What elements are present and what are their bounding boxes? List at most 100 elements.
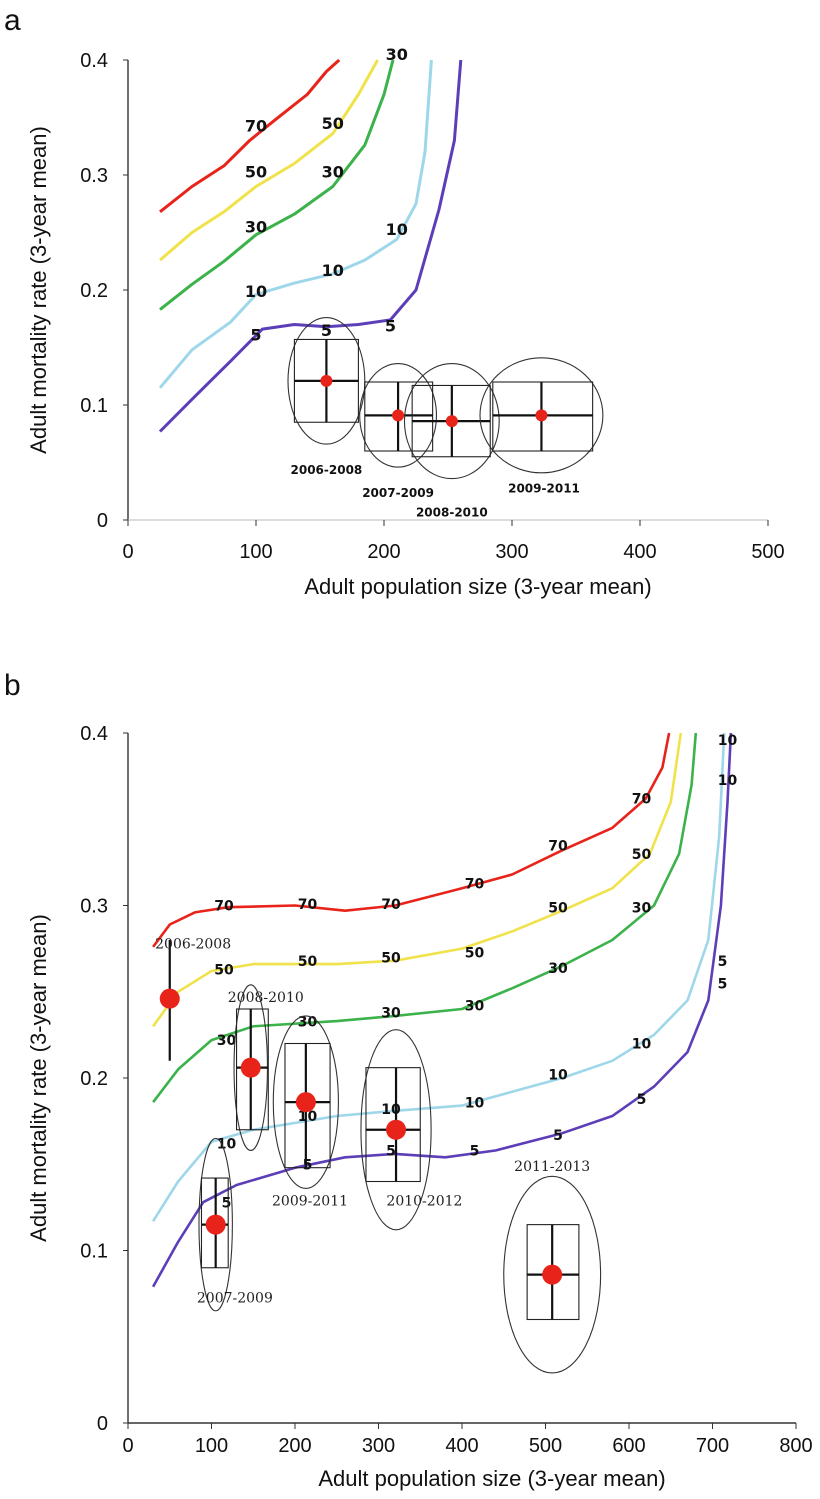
contour-label: 70	[632, 792, 652, 808]
y-tick-label: 0.2	[80, 280, 108, 302]
contour-label: 10	[632, 1037, 652, 1053]
contour-line-50	[159, 59, 379, 262]
contour-label: 70	[381, 897, 401, 913]
estimate-ellipse	[479, 357, 604, 474]
contour-label: 30	[632, 900, 652, 916]
estimate-period-label: 2010-2012	[386, 1194, 462, 1210]
contour-label: 10	[718, 733, 738, 749]
y-axis-title: Adult mortality rate (3-year mean)	[26, 126, 51, 454]
x-tick-label: 400	[623, 541, 656, 563]
contour-label: 50	[381, 950, 401, 966]
estimate-period-label: 2009-2011	[272, 1194, 348, 1210]
contour-label: 50	[214, 963, 234, 979]
contour-label: 30	[217, 1033, 237, 1049]
x-axis-title: Adult population size (3-year mean)	[318, 1466, 665, 1491]
contour-label: 30	[298, 1014, 318, 1030]
panel-b-chart: 0 100 200 300 400 500 600 700 800 0 0.1 0.2 0.3 0.4 Ad…	[26, 723, 813, 1491]
contour-label: 70	[298, 897, 318, 913]
contour-label: 5	[718, 976, 728, 992]
estimate-ellipse	[272, 1015, 339, 1189]
x-tick-label: 100	[195, 1435, 228, 1457]
y-tick-label: 0	[97, 1413, 108, 1435]
contour-line-70	[159, 58, 341, 213]
contour-label: 5	[385, 316, 396, 335]
x-tick-label: 600	[612, 1435, 645, 1457]
x-tick-label: 800	[779, 1435, 812, 1457]
contour-label: 70	[465, 876, 485, 892]
estimate-period-label: 2006-2008	[291, 463, 363, 477]
contour-label: 30	[548, 961, 568, 977]
contour-label: 10	[465, 1095, 485, 1111]
y-tick-label: 0.4	[80, 723, 108, 745]
estimate-point	[205, 1214, 226, 1235]
estimate-point	[535, 409, 548, 422]
x-tick-label: 0	[122, 541, 133, 563]
contour-label: 50	[632, 847, 652, 863]
estimate-ellipse	[198, 1137, 233, 1312]
estimate-period-label: 2007-2009	[197, 1290, 273, 1306]
y-tick-label: 0.3	[80, 165, 108, 187]
x-tick-label: 500	[529, 1435, 562, 1457]
estimate-box	[236, 1008, 269, 1131]
estimate-period-label: 2011-2013	[514, 1159, 590, 1175]
estimate-point	[392, 409, 405, 422]
x-tick-label: 300	[362, 1435, 395, 1457]
contour-line-5	[151, 732, 733, 1288]
estimate-point	[320, 374, 333, 387]
contour-label: 50	[298, 954, 318, 970]
estimate-box	[284, 1042, 331, 1169]
estimate-ellipse	[360, 1029, 432, 1231]
contour-label: 50	[322, 114, 344, 133]
y-tick-label: 0.1	[80, 1241, 108, 1263]
contour-label: 5	[386, 1144, 396, 1160]
contour-label: 10	[298, 1109, 318, 1125]
estimate-period-label: 2008-2010	[416, 506, 488, 520]
contour-label: 30	[381, 1006, 401, 1022]
contour-label: 30	[465, 999, 485, 1015]
estimate-period-label: 2009-2011	[508, 481, 580, 495]
contour-label: 5	[553, 1128, 563, 1144]
estimate-ellipse	[403, 363, 500, 480]
contour-label: 10	[548, 1068, 568, 1084]
y-axis-title: Adult mortality rate (3-year mean)	[26, 914, 51, 1242]
panel-a-letter: a	[4, 4, 21, 37]
estimate-box	[365, 1067, 421, 1183]
contour-label: 30	[322, 162, 344, 181]
contour-label: 10	[381, 1102, 401, 1118]
x-tick-label: 400	[445, 1435, 478, 1457]
estimate-period-label: 2008-2010	[228, 990, 304, 1006]
contour-label: 70	[214, 899, 234, 915]
x-tick-label: 300	[495, 541, 528, 563]
x-tick-label: 200	[367, 541, 400, 563]
x-tick-label: 200	[278, 1435, 311, 1457]
x-tick-label: 700	[696, 1435, 729, 1457]
y-tick-label: 0.3	[80, 896, 108, 918]
contour-label: 5	[321, 321, 332, 340]
estimate-box	[492, 381, 594, 452]
contour-label: 5	[222, 1195, 232, 1211]
x-tick-label: 100	[239, 541, 272, 563]
contour-label: 10	[386, 220, 408, 239]
x-axis-title: Adult population size (3-year mean)	[304, 574, 651, 599]
contour-label: 70	[245, 116, 267, 135]
contour-label: 10	[718, 773, 738, 789]
estimate-ellipse	[359, 363, 438, 468]
contour-label: 10	[322, 261, 344, 280]
contour-line-30	[159, 59, 395, 311]
estimate-point	[159, 988, 180, 1009]
contour-label: 10	[245, 282, 267, 301]
y-tick-label: 0	[97, 510, 108, 532]
contour-line-70	[152, 732, 671, 948]
estimate-point	[240, 1057, 261, 1078]
x-tick-label: 500	[751, 541, 784, 563]
estimate-point	[295, 1092, 316, 1113]
contour-line-50	[152, 732, 683, 1028]
estimate-ellipse	[287, 317, 366, 445]
estimate-period-label: 2006-2008	[155, 937, 231, 953]
contour-label: 50	[548, 900, 568, 916]
contour-label: 30	[386, 45, 408, 64]
panel-b-letter: b	[4, 669, 21, 702]
contour-line-10	[158, 59, 433, 389]
estimate-point	[445, 415, 458, 428]
